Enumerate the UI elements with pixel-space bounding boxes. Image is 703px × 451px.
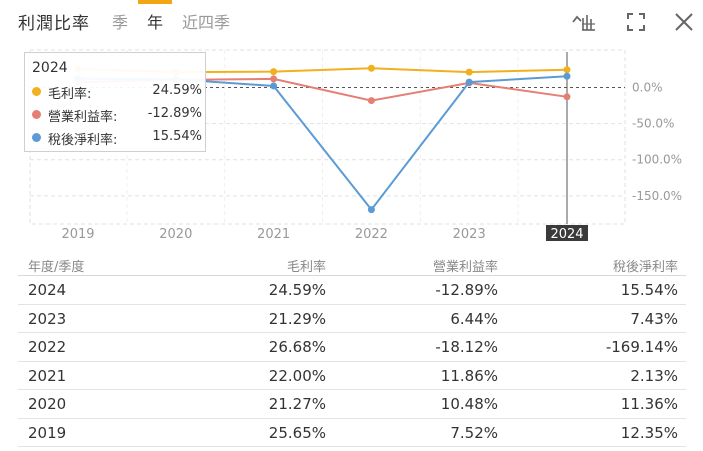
tab-year[interactable]: 年 <box>147 13 164 32</box>
table-row: 2019 25.65% 7.52% 12.35% <box>18 419 686 447</box>
line-chart-icon[interactable] <box>572 10 596 34</box>
x-tick-highlight <box>546 225 588 241</box>
profit-ratio-table: 年度/季度 毛利率 營業利益率 稅後淨利率 2024 24.59% -12.89… <box>18 252 686 447</box>
table-cell: 6.44% <box>450 309 498 328</box>
x-tick-label: 2022 <box>355 227 388 242</box>
table-cell: 26.68% <box>268 338 326 356</box>
tooltip-value: 15.54% <box>152 129 202 144</box>
table-cell: -12.89% <box>435 281 498 299</box>
x-tick-label: 2024 <box>550 227 583 242</box>
data-point <box>270 68 278 76</box>
table-cell: -169.14% <box>605 338 678 356</box>
tooltip-year: 2024 <box>32 60 68 76</box>
table-cell: 2023 <box>28 309 67 328</box>
column-header: 稅後淨利率 <box>612 260 678 275</box>
tab-quarter[interactable]: 季 <box>112 13 129 32</box>
net-margin-dot-icon <box>32 133 41 142</box>
table-cell: 11.36% <box>620 395 678 413</box>
active-tab-indicator <box>138 0 172 4</box>
table-cell: 2024 <box>28 281 67 299</box>
table-cell: 15.54% <box>620 281 678 299</box>
column-header: 年度/季度 <box>28 260 85 275</box>
table-cell: 2022 <box>28 338 67 356</box>
table-row: 2024 24.59% -12.89% 15.54% <box>18 276 686 305</box>
close-icon[interactable] <box>672 10 696 34</box>
column-header: 毛利率 <box>286 260 326 275</box>
table-cell: 2.13% <box>630 366 678 385</box>
y-tick-label: 0.0% <box>632 81 663 95</box>
fullscreen-icon[interactable] <box>624 10 648 34</box>
table-cell: 7.43% <box>630 309 678 328</box>
tab-last-four-quarters[interactable]: 近四季 <box>182 13 231 32</box>
gross-margin-dot-icon <box>32 87 41 96</box>
operating-margin-dot-icon <box>32 110 41 119</box>
x-tick-label: 2019 <box>61 227 94 242</box>
data-point <box>563 66 571 74</box>
data-point <box>367 97 375 105</box>
data-point <box>563 93 571 101</box>
tooltip-row-net-margin: 稅後淨利率: 15.54% <box>32 129 202 148</box>
data-point <box>367 206 375 214</box>
page-title: 利潤比率 <box>18 14 90 34</box>
chart-header: 利潤比率 季 年 近四季 <box>0 0 703 44</box>
data-point <box>367 64 375 72</box>
data-point <box>270 75 278 83</box>
table-cell: 2020 <box>28 395 67 413</box>
chart-tooltip: 2024 毛利率: 24.59% 營業利益率: -12.89% 稅後淨利率: 1… <box>24 52 206 152</box>
tooltip-label: 營業利益率: <box>48 110 118 125</box>
table-cell: -18.12% <box>435 338 498 356</box>
table-row: 2020 21.27% 10.48% 11.36% <box>18 390 686 419</box>
table-header-row: 年度/季度 毛利率 營業利益率 稅後淨利率 <box>18 252 686 276</box>
table-cell: 2019 <box>28 423 67 442</box>
tooltip-value: -12.89% <box>147 106 202 121</box>
data-point <box>465 78 473 86</box>
data-point <box>563 72 571 80</box>
table-cell: 21.29% <box>268 309 326 328</box>
table-cell: 2021 <box>28 366 67 385</box>
table-cell: 7.52% <box>450 423 498 442</box>
tooltip-value: 24.59% <box>152 83 202 98</box>
table-row: 2021 22.00% 11.86% 2.13% <box>18 362 686 390</box>
column-header: 營業利益率 <box>432 260 498 275</box>
x-tick-label: 2021 <box>257 227 290 242</box>
y-tick-label: -150.0% <box>632 189 682 203</box>
data-point <box>465 68 473 76</box>
tooltip-label: 毛利率: <box>48 87 92 102</box>
table-row: 2023 21.29% 6.44% 7.43% <box>18 305 686 333</box>
table-cell: 21.27% <box>268 395 326 413</box>
table-cell: 22.00% <box>268 366 326 385</box>
x-tick-label: 2020 <box>159 227 192 242</box>
tooltip-row-gross-margin: 毛利率: 24.59% <box>32 83 202 102</box>
table-cell: 24.59% <box>268 281 326 299</box>
y-tick-label: -100.0% <box>632 153 682 167</box>
table-cell: 25.65% <box>268 423 326 442</box>
data-point <box>270 82 278 90</box>
y-tick-label: -50.0% <box>632 117 674 131</box>
tooltip-row-operating-margin: 營業利益率: -12.89% <box>32 106 202 125</box>
x-tick-label: 2023 <box>453 227 486 242</box>
table-cell: 11.86% <box>440 366 498 385</box>
table-row: 2022 26.68% -18.12% -169.14% <box>18 333 686 362</box>
table-cell: 12.35% <box>620 423 678 442</box>
tooltip-label: 稅後淨利率: <box>48 133 118 148</box>
table-cell: 10.48% <box>440 395 498 413</box>
